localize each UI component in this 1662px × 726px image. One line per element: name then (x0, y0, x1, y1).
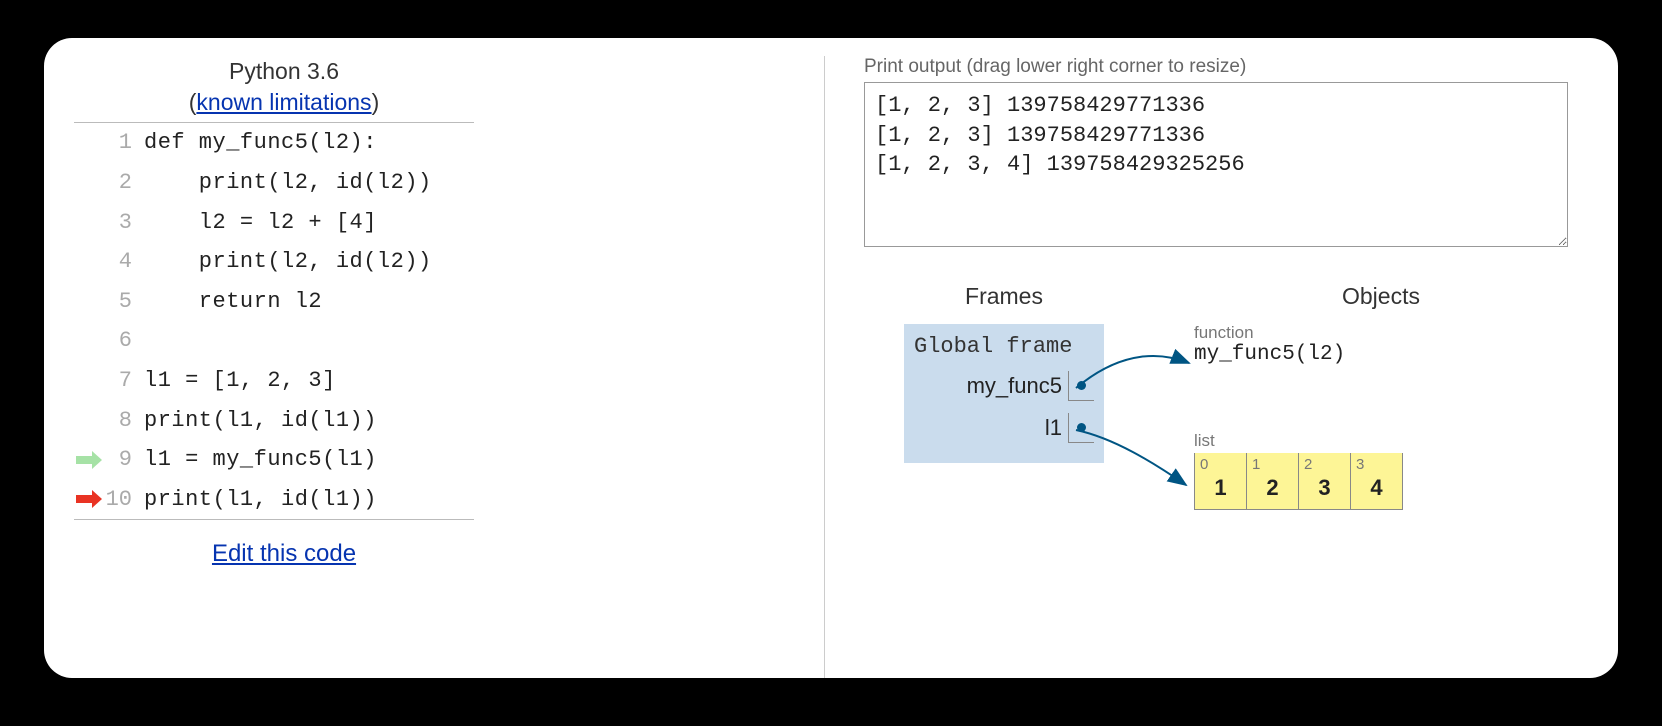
code-text: return l2 (144, 289, 322, 314)
variable-slot (1068, 413, 1094, 443)
list-value: 1 (1195, 473, 1246, 509)
code-text: print(l2, id(l2)) (144, 170, 432, 195)
list-type-label: list (1194, 431, 1403, 451)
list-value: 3 (1299, 473, 1350, 509)
prev-line-arrow-icon (76, 451, 102, 469)
code-line: 1 def my_func5(l2): (74, 123, 474, 163)
code-text: print(l1, id(l1)) (144, 408, 377, 433)
code-line: 2 print(l2, id(l2)) (74, 163, 474, 203)
code-text: def my_func5(l2): (144, 130, 377, 155)
vertical-divider (824, 56, 825, 678)
variable-slot (1068, 371, 1094, 401)
function-type-label: function (1194, 323, 1345, 343)
frames-column: Frames Global frame my_func5 l1 (904, 283, 1104, 463)
line-number: 8 (104, 408, 144, 433)
objects-column: Objects function my_func5(l2) list 0 1 1… (1194, 283, 1568, 463)
tutor-card: Python 3.6 (known limitations) 1 def my_… (44, 38, 1618, 678)
language-name: Python 3.6 (229, 58, 339, 84)
line-number: 4 (104, 249, 144, 274)
list-index: 0 (1195, 453, 1246, 473)
right-panel: Print output (drag lower right corner to… (824, 56, 1618, 678)
code-text: print(l1, id(l1)) (144, 487, 377, 512)
edit-code-link[interactable]: Edit this code (212, 540, 356, 567)
code-line: 3 l2 = l2 + [4] (74, 202, 474, 242)
list-index: 3 (1351, 453, 1402, 473)
list-cell: 3 4 (1351, 453, 1403, 510)
line-number: 1 (104, 130, 144, 155)
code-text: l2 = l2 + [4] (144, 210, 377, 235)
line-number: 9 (104, 447, 144, 472)
function-signature: my_func5(l2) (1194, 343, 1345, 366)
line-number: 5 (104, 289, 144, 314)
known-limitations-link[interactable]: known limitations (196, 89, 371, 115)
global-frame: Global frame my_func5 l1 (904, 324, 1104, 463)
list-cell: 0 1 (1195, 453, 1247, 510)
list-index: 1 (1247, 453, 1298, 473)
frames-objects-area: Frames Global frame my_func5 l1 Objects … (864, 283, 1568, 463)
frame-variable-row: l1 (914, 407, 1094, 449)
output-label: Print output (drag lower right corner to… (864, 56, 1568, 78)
list-value: 2 (1247, 473, 1298, 509)
line-number: 6 (104, 328, 144, 353)
code-line: 5 return l2 (74, 281, 474, 321)
frame-variable-row: my_func5 (914, 365, 1094, 407)
global-frame-title: Global frame (914, 334, 1094, 359)
code-line: 4 print(l2, id(l2)) (74, 242, 474, 282)
pointer-dot-icon (1077, 381, 1086, 390)
list-value: 4 (1351, 473, 1402, 509)
objects-header: Objects (1194, 283, 1568, 310)
code-text: l1 = my_func5(l1) (144, 447, 377, 472)
code-listing: 1 def my_func5(l2): 2 print(l2, id(l2)) … (74, 122, 474, 520)
left-panel: Python 3.6 (known limitations) 1 def my_… (44, 56, 824, 678)
line-number: 10 (104, 487, 144, 512)
frames-header: Frames (904, 283, 1104, 310)
line-number: 3 (104, 210, 144, 235)
code-text: l1 = [1, 2, 3] (144, 368, 336, 393)
variable-name: my_func5 (967, 373, 1062, 399)
language-header: Python 3.6 (known limitations) (94, 56, 474, 118)
code-line: 6 (74, 321, 474, 361)
output-box[interactable]: [1, 2, 3] 139758429771336 [1, 2, 3] 1397… (864, 82, 1568, 247)
function-object: function my_func5(l2) (1194, 323, 1345, 366)
pointer-dot-icon (1077, 423, 1086, 432)
code-line: 10 print(l1, id(l1)) (74, 479, 474, 519)
code-line: 9 l1 = my_func5(l1) (74, 440, 474, 480)
curr-line-arrow-icon (76, 490, 102, 508)
list-index: 2 (1299, 453, 1350, 473)
line-number: 7 (104, 368, 144, 393)
list-object: list 0 1 1 2 2 3 3 4 (1194, 431, 1403, 510)
code-line: 8 print(l1, id(l1)) (74, 400, 474, 440)
list-cell: 1 2 (1247, 453, 1299, 510)
code-line: 7 l1 = [1, 2, 3] (74, 361, 474, 401)
list-cell: 2 3 (1299, 453, 1351, 510)
edit-code-container: Edit this code (94, 540, 474, 568)
line-number: 2 (104, 170, 144, 195)
list-table: 0 1 1 2 2 3 3 4 (1194, 453, 1403, 510)
variable-name: l1 (1045, 415, 1062, 441)
code-text: print(l2, id(l2)) (144, 249, 432, 274)
